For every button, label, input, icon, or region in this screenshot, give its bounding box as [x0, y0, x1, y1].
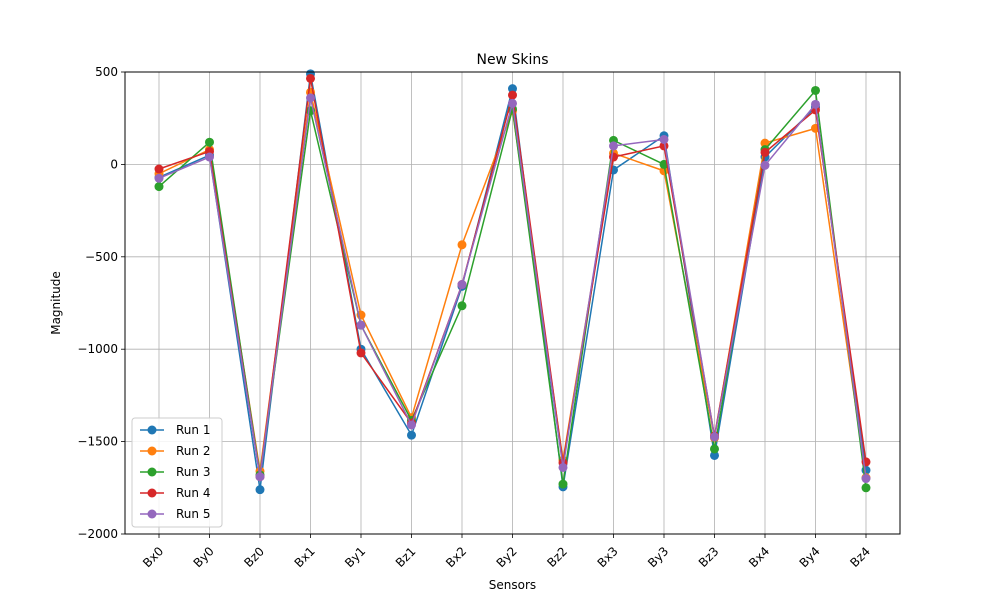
data-point — [154, 164, 164, 174]
data-point — [558, 479, 568, 489]
data-point — [306, 73, 315, 83]
data-point — [811, 99, 820, 109]
data-point — [659, 134, 669, 144]
legend-item: Run 4 — [140, 486, 210, 500]
chart-title: New Skins — [476, 52, 548, 68]
data-point — [609, 152, 618, 162]
legend-label: Run 5 — [176, 507, 210, 521]
x-axis-label: Sensors — [489, 578, 536, 592]
data-point — [205, 152, 214, 162]
legend-marker — [147, 467, 157, 477]
y-tick-label: 0 — [110, 157, 118, 171]
data-point — [760, 147, 770, 157]
data-point — [609, 141, 618, 151]
data-point — [306, 93, 315, 103]
data-point — [659, 141, 669, 151]
data-point — [508, 84, 517, 94]
data-point — [457, 240, 467, 250]
data-point — [760, 138, 770, 148]
legend-label: Run 2 — [176, 444, 210, 458]
legend-item: Run 3 — [140, 465, 210, 479]
series-5 — [154, 93, 871, 484]
data-point — [255, 485, 265, 495]
data-point — [154, 173, 164, 183]
y-tick-label: 500 — [95, 65, 118, 79]
data-point — [710, 444, 719, 454]
data-point — [760, 160, 770, 170]
legend-label: Run 1 — [176, 423, 210, 437]
data-point — [356, 348, 366, 358]
data-point — [811, 85, 820, 95]
data-point — [457, 301, 467, 311]
legend-item: Run 2 — [140, 444, 210, 458]
data-point — [710, 450, 719, 460]
data-point — [407, 420, 416, 430]
y-tick-label: −2000 — [77, 527, 118, 541]
legend-item: Run 1 — [140, 423, 210, 437]
y-tick-label: −1000 — [77, 342, 118, 356]
legend: Run 1 Run 2 Run 3 Run 4 Run 5 — [131, 417, 223, 528]
data-point — [407, 430, 416, 440]
legend-box — [131, 417, 223, 528]
legend-label: Run 3 — [176, 465, 210, 479]
y-axis-label: Magnitude — [49, 271, 63, 335]
legend-marker — [147, 425, 157, 435]
legend-marker — [147, 509, 157, 519]
data-point — [558, 462, 568, 472]
legend-item: Run 5 — [140, 507, 210, 521]
data-point — [710, 432, 719, 442]
data-point — [205, 137, 214, 147]
legend-label: Run 4 — [176, 486, 210, 500]
data-point — [154, 182, 164, 192]
data-point — [508, 90, 517, 100]
ticks: Bx0 By0 Bz0 Bx1 By1 Bz1 Bx2 By2 Bz2 Bx3 By3 Bz3 Bx4 B… — [77, 65, 873, 570]
data-point — [508, 98, 517, 108]
data-point — [861, 483, 871, 493]
series-layer — [154, 69, 871, 495]
data-point — [861, 474, 871, 484]
data-point — [457, 280, 467, 290]
data-point — [255, 472, 265, 482]
y-tick-label: −500 — [85, 250, 118, 264]
data-point — [356, 320, 366, 330]
y-tick-label: −1500 — [77, 435, 118, 449]
grid — [125, 71, 900, 535]
legend-marker — [147, 446, 157, 456]
legend-marker — [147, 488, 157, 498]
